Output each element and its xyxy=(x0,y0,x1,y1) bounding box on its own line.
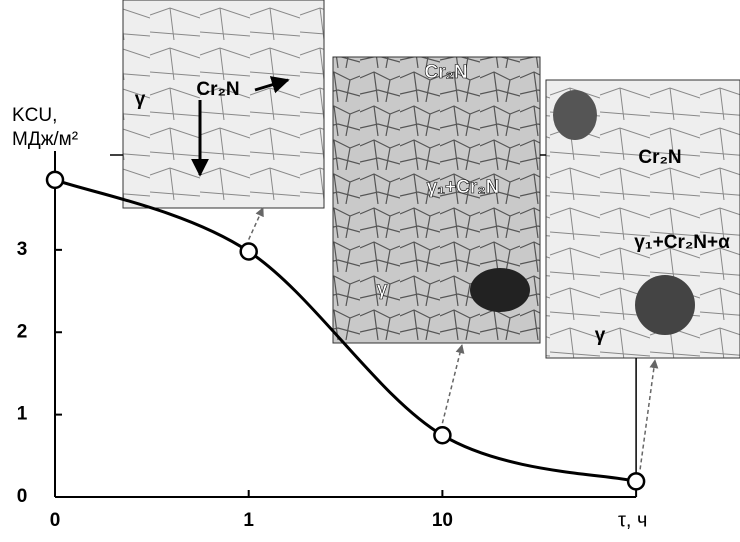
point xyxy=(433,425,452,445)
precipitate xyxy=(553,90,597,140)
micrograph-label: γ xyxy=(595,325,606,346)
precipitate xyxy=(635,275,695,335)
x-axis-label: τ, ч xyxy=(618,509,647,531)
y-tick-label: 1 xyxy=(17,404,28,425)
point xyxy=(626,472,646,491)
micrograph-label: γ₁+Cr₂N xyxy=(427,177,500,198)
y-tick-label: 3 xyxy=(17,239,28,260)
point xyxy=(45,170,65,190)
micrograph-label: Cr₂N xyxy=(196,79,239,100)
arrow xyxy=(254,76,290,94)
line xyxy=(54,178,637,483)
y-tick-label: 0 xyxy=(17,486,28,507)
x-tick-label: 0 xyxy=(50,510,61,531)
precipitate xyxy=(470,268,530,312)
y-axis-label: KCU, xyxy=(12,105,57,126)
dashed-arrow xyxy=(441,344,465,424)
x-tick-label: 1 xyxy=(243,510,254,531)
micrograph-label: Cr₂N xyxy=(638,147,681,168)
dashed-arrow xyxy=(639,359,659,470)
y-tick-label: 2 xyxy=(17,321,28,342)
micrograph-label: γ₁+Cr₂N+α xyxy=(634,232,730,253)
micrograph xyxy=(122,0,325,209)
micrograph-label: γ xyxy=(135,89,146,110)
y-axis-label: МДж/м² xyxy=(12,129,78,150)
dashed-arrow xyxy=(248,207,264,240)
x-tick-label: 10 xyxy=(432,510,453,531)
point xyxy=(239,242,258,261)
micrograph-label: Cr₂N xyxy=(424,62,467,83)
micrographs xyxy=(110,0,740,359)
micrograph-label: γ xyxy=(377,279,388,300)
